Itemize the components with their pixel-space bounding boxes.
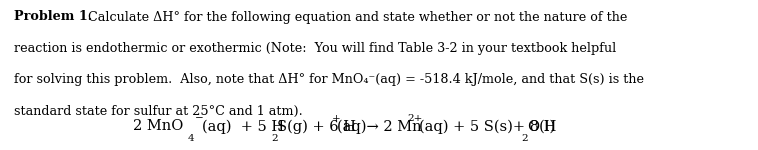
Text: (aq)→ 2 Mn: (aq)→ 2 Mn [337,119,422,134]
Text: +: + [332,114,341,123]
Text: 2: 2 [522,134,528,143]
Text: −: − [195,114,204,123]
Text: 2: 2 [271,134,278,143]
Text: standard state for sulfur at 25°C and 1 atm).: standard state for sulfur at 25°C and 1 … [14,105,302,118]
Text: Problem 1.: Problem 1. [14,11,92,24]
Text: (aq) + 5 S(s)+ 8 H: (aq) + 5 S(s)+ 8 H [419,119,556,134]
Text: 2 MnO: 2 MnO [133,120,183,134]
Text: Calculate ΔH° for the following equation and state whether or not the nature of : Calculate ΔH° for the following equation… [80,11,628,24]
Text: 4: 4 [187,134,194,143]
Text: 2+: 2+ [407,114,422,123]
Text: S(g) + 6 H: S(g) + 6 H [277,119,356,134]
Text: O(l): O(l) [528,120,556,134]
Text: for solving this problem.  Also, note that ΔH° for MnO₄⁻(aq) = -518.4 kJ/mole, a: for solving this problem. Also, note tha… [14,74,644,87]
Text: reaction is endothermic or exothermic (Note:  You will find Table 3-2 in your te: reaction is endothermic or exothermic (N… [14,42,616,55]
Text: (aq)  + 5 H: (aq) + 5 H [202,119,284,134]
